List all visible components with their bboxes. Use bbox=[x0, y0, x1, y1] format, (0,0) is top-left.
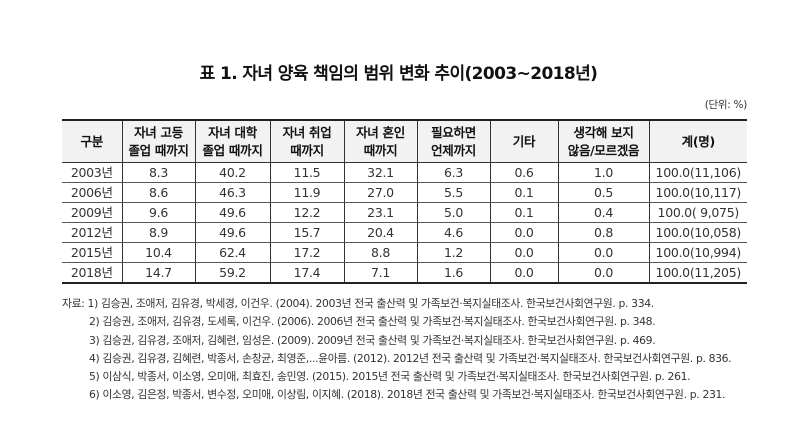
cell: 5.5 bbox=[416, 182, 491, 203]
cell: 0.6 bbox=[489, 162, 559, 183]
cell: 0.1 bbox=[489, 182, 559, 203]
table-row: 2015년 10.4 62.4 17.2 8.8 1.2 0.0 0.0 100… bbox=[62, 242, 747, 263]
cell: 7.1 bbox=[343, 262, 418, 284]
cell: 4.6 bbox=[416, 222, 491, 243]
cell-year: 2009년 bbox=[62, 202, 123, 223]
cell: 46.3 bbox=[194, 182, 271, 203]
cell-total: 100.0(11,205) bbox=[648, 262, 747, 284]
header-college: 자녀 대학 졸업 때까지 bbox=[194, 120, 271, 163]
table-row: 2009년 9.6 49.6 12.2 23.1 5.0 0.1 0.4 100… bbox=[62, 202, 747, 223]
cell: 11.9 bbox=[269, 182, 345, 203]
cell: 11.5 bbox=[269, 162, 345, 183]
header-category: 구분 bbox=[62, 120, 123, 163]
cell: 27.0 bbox=[343, 182, 418, 203]
cell: 0.0 bbox=[557, 262, 650, 284]
cell: 15.7 bbox=[269, 222, 345, 243]
cell-total: 100.0(10,058) bbox=[648, 222, 747, 243]
cell: 9.6 bbox=[121, 202, 196, 223]
cell: 0.0 bbox=[557, 242, 650, 263]
cell: 12.2 bbox=[269, 202, 345, 223]
cell: 20.4 bbox=[343, 222, 418, 243]
table-row: 2012년 8.9 49.6 15.7 20.4 4.6 0.0 0.8 100… bbox=[62, 222, 747, 243]
source-prefix: 자료: bbox=[62, 297, 88, 310]
cell: 8.6 bbox=[121, 182, 196, 203]
cell-year: 2006년 bbox=[62, 182, 123, 203]
source-note: 자료: 1) 김승권, 조애저, 김유경, 박세경, 이건우. (2004). … bbox=[62, 297, 654, 310]
table-title: 표 1. 자녀 양육 책임의 범위 변화 추이(2003~2018년) bbox=[199, 64, 598, 84]
table-row: 2006년 8.6 46.3 11.9 27.0 5.5 0.1 0.5 100… bbox=[62, 182, 747, 203]
cell: 0.5 bbox=[557, 182, 650, 203]
cell: 17.2 bbox=[269, 242, 345, 263]
cell: 62.4 bbox=[194, 242, 271, 263]
cell-year: 2015년 bbox=[62, 242, 123, 263]
cell: 10.4 bbox=[121, 242, 196, 263]
cell-year: 2012년 bbox=[62, 222, 123, 243]
header-total: 계(명) bbox=[648, 120, 747, 163]
cell-total: 100.0(10,117) bbox=[648, 182, 747, 203]
cell-year: 2018년 bbox=[62, 262, 123, 284]
cell: 8.9 bbox=[121, 222, 196, 243]
source-note: 4) 김승권, 김유경, 김혜련, 박종서, 손창균, 최영준,...윤아름. … bbox=[89, 351, 732, 365]
cell-total: 100.0(11,106) bbox=[648, 162, 747, 183]
unit-label: (단위: %) bbox=[704, 99, 748, 111]
cell: 49.6 bbox=[194, 222, 271, 243]
cell: 0.8 bbox=[557, 222, 650, 243]
cell: 0.0 bbox=[489, 222, 559, 243]
cell: 14.7 bbox=[121, 262, 196, 284]
cell: 0.0 bbox=[489, 242, 559, 263]
cell: 8.3 bbox=[121, 162, 196, 183]
data-table: 구분 자녀 고등 졸업 때까지 자녀 대학 졸업 때까지 자녀 취업 때까지 자녀 혼… bbox=[62, 119, 747, 284]
header-row: 구분 자녀 고등 졸업 때까지 자녀 대학 졸업 때까지 자녀 취업 때까지 자녀 혼… bbox=[62, 120, 747, 163]
cell: 1.0 bbox=[557, 162, 650, 183]
cell: 17.4 bbox=[269, 262, 345, 284]
source-note: 3) 김승권, 김유경, 조애저, 김혜련, 임성은. (2009). 2009… bbox=[89, 333, 656, 347]
cell: 0.0 bbox=[489, 262, 559, 284]
header-employment: 자녀 취업 때까지 bbox=[269, 120, 345, 163]
source-note: 5) 이삼식, 박종서, 이소영, 오미애, 최효진, 송민영. (2015).… bbox=[89, 370, 691, 384]
cell: 40.2 bbox=[194, 162, 271, 183]
cell-total: 100.0(10,994) bbox=[648, 242, 747, 263]
header-whenever-needed: 필요하면 언제까지 bbox=[416, 120, 491, 163]
header-other: 기타 bbox=[489, 120, 559, 163]
header-not-considered: 생각해 보지 않음/모르겠음 bbox=[557, 120, 650, 163]
table-row: 2018년 14.7 59.2 17.4 7.1 1.6 0.0 0.0 100… bbox=[62, 262, 747, 284]
cell: 5.0 bbox=[416, 202, 491, 223]
cell: 6.3 bbox=[416, 162, 491, 183]
source-note: 6) 이소영, 김은정, 박종서, 변수정, 오미애, 이상림, 이지혜. (2… bbox=[89, 388, 726, 402]
cell-year: 2003년 bbox=[62, 162, 123, 183]
cell: 32.1 bbox=[343, 162, 418, 183]
cell: 1.2 bbox=[416, 242, 491, 263]
cell: 8.8 bbox=[343, 242, 418, 263]
cell: 0.1 bbox=[489, 202, 559, 223]
table-row: 2003년 8.3 40.2 11.5 32.1 6.3 0.6 1.0 100… bbox=[62, 162, 747, 183]
header-high-school: 자녀 고등 졸업 때까지 bbox=[121, 120, 196, 163]
cell: 23.1 bbox=[343, 202, 418, 223]
header-marriage: 자녀 혼인 때까지 bbox=[343, 120, 418, 163]
cell: 0.4 bbox=[557, 202, 650, 223]
source-note: 2) 김승권, 조애저, 김유경, 도세록, 이건우. (2006). 2006… bbox=[89, 315, 656, 329]
cell: 59.2 bbox=[194, 262, 271, 284]
cell-total: 100.0( 9,075) bbox=[648, 202, 747, 223]
cell: 49.6 bbox=[194, 202, 271, 223]
cell: 1.6 bbox=[416, 262, 491, 284]
source-notes: 자료: 1) 김승권, 조애저, 김유경, 박세경, 이건우. (2004). … bbox=[62, 295, 732, 405]
